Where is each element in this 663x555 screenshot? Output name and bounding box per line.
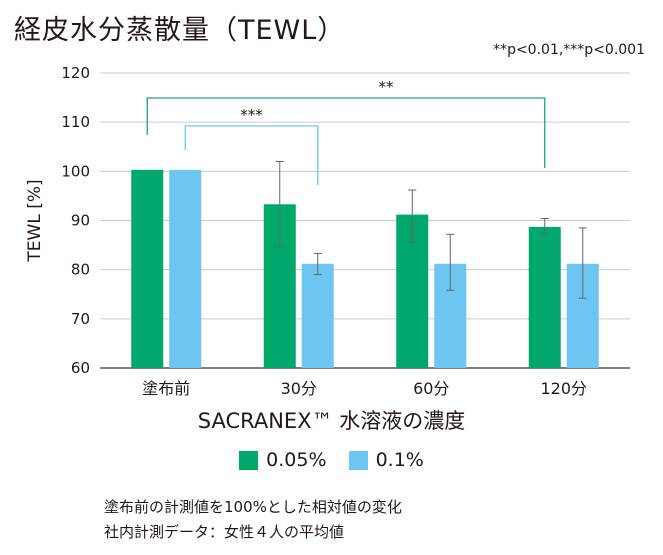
legend-label-0: 0.05% xyxy=(266,449,327,471)
y-tick-label: 80 xyxy=(71,261,90,279)
bar xyxy=(131,169,164,368)
significance-legend: **p<0.01,***p<0.001 xyxy=(493,42,645,58)
bar xyxy=(169,169,202,368)
legend-item-1: 0.1% xyxy=(348,449,424,471)
y-tick-label: 100 xyxy=(61,162,90,180)
significance-bracket xyxy=(146,97,546,168)
y-tick-label: 60 xyxy=(71,359,90,377)
legend-swatch-0 xyxy=(239,450,259,470)
y-tick-label: 90 xyxy=(71,212,90,230)
x-tick-label: 30分 xyxy=(281,379,317,398)
footnote-1: 塗布前の計測値を100%とした相対値の変化 xyxy=(104,498,402,516)
x-tick-label: 120分 xyxy=(540,379,587,398)
y-tick-label: 70 xyxy=(71,310,90,328)
bar xyxy=(301,263,334,368)
legend-label-1: 0.1% xyxy=(375,449,424,471)
chart-title: 経皮水分蒸散量（TEWL） xyxy=(14,15,346,46)
bar xyxy=(528,226,561,368)
significance-bracket xyxy=(184,125,319,185)
y-tick-label: 120 xyxy=(61,64,90,82)
significance-marker: ** xyxy=(379,78,395,96)
legend: 0.05% 0.1% xyxy=(0,449,663,475)
footnote-2: 社内計測データ：女性４人の平均値 xyxy=(104,523,345,541)
x-tick-label: 塗布前 xyxy=(142,379,190,398)
significance-marker: *** xyxy=(240,106,263,124)
x-tick-label: 60分 xyxy=(413,379,449,398)
y-tick-label: 110 xyxy=(61,113,90,131)
legend-item-0: 0.05% xyxy=(239,449,327,471)
bar-chart: 60 70 80 90 100 110 120 TEWL [%] 塗布前 30分 60分 120分 **… xyxy=(25,64,630,398)
legend-swatch-1 xyxy=(348,450,368,470)
x-axis-title: SACRANEX™ 水溶液の濃度 xyxy=(197,409,466,433)
y-axis-title: TEWL [%] xyxy=(25,179,45,262)
footnotes: 塗布前の計測値を100%とした相対値の変化 社内計測データ：女性４人の平均値 xyxy=(104,495,402,545)
